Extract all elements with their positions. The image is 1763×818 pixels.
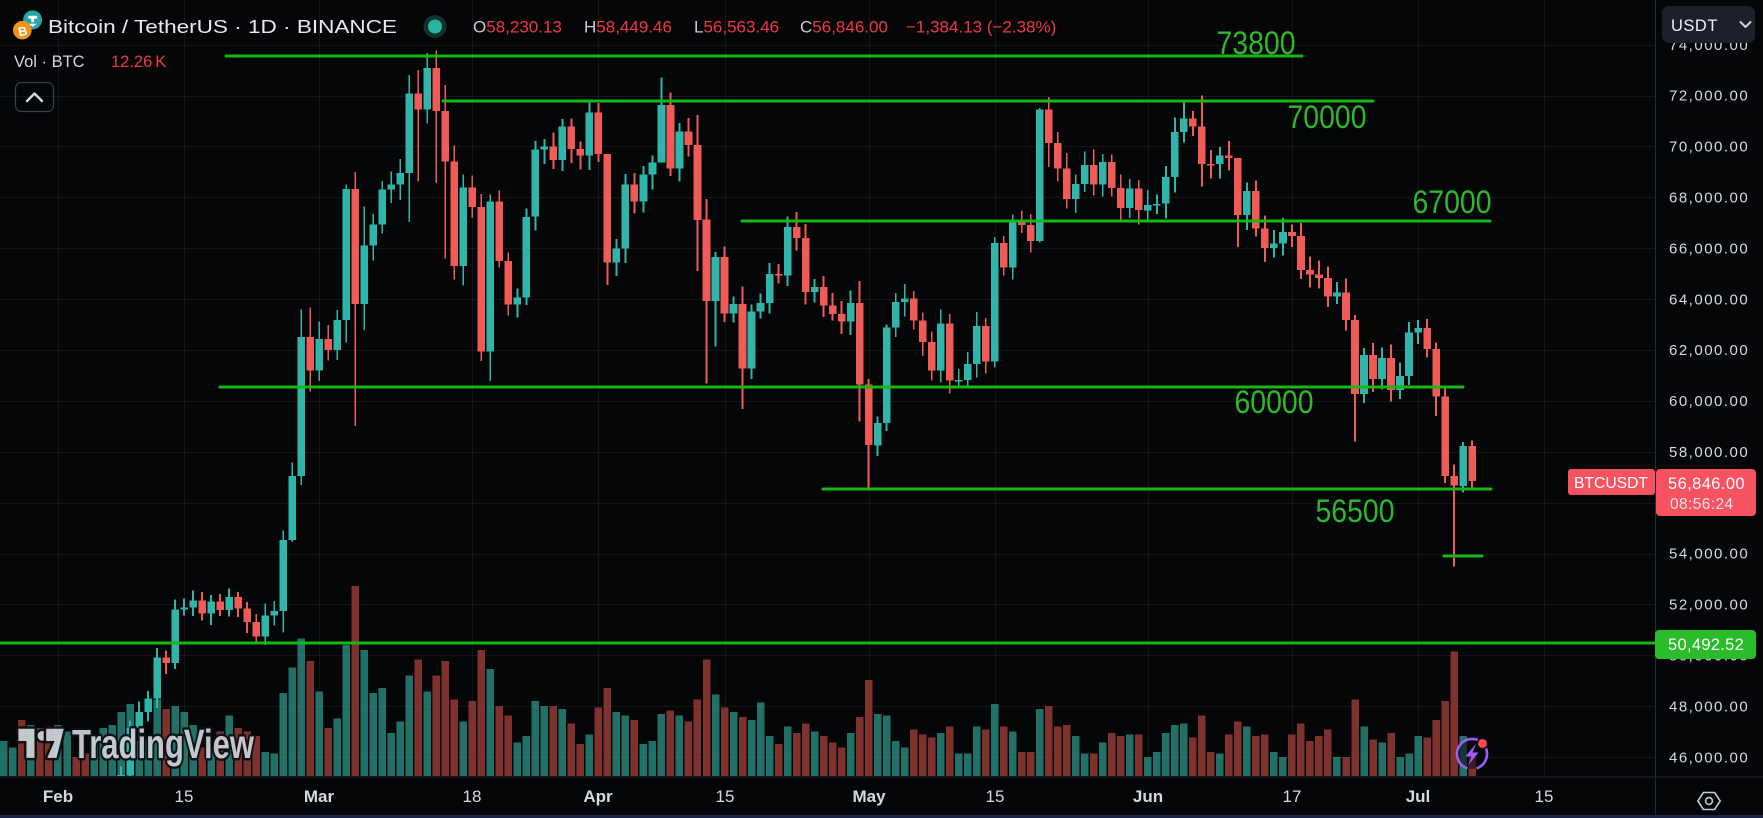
- svg-text:46,000.00: 46,000.00: [1669, 749, 1749, 766]
- svg-text:15: 15: [716, 787, 735, 806]
- svg-text:USDT: USDT: [1671, 17, 1718, 35]
- svg-text:56500: 56500: [1316, 493, 1395, 529]
- svg-text:48,000.00: 48,000.00: [1669, 698, 1749, 715]
- svg-text:70,000.00: 70,000.00: [1669, 139, 1749, 156]
- svg-text:Jun: Jun: [1133, 787, 1163, 806]
- svg-text:B: B: [17, 24, 29, 39]
- svg-text:Bitcoin / TetherUS · 1D · BINA: Bitcoin / TetherUS · 1D · BINANCE: [48, 16, 397, 37]
- svg-text:08:56:24: 08:56:24: [1670, 496, 1734, 513]
- svg-text:TradingView: TradingView: [72, 721, 254, 767]
- svg-text:Feb: Feb: [43, 787, 73, 806]
- svg-text:68,000.00: 68,000.00: [1669, 190, 1749, 207]
- svg-text:62,000.00: 62,000.00: [1669, 342, 1749, 359]
- svg-text:54,000.00: 54,000.00: [1669, 546, 1749, 563]
- svg-text:56,846.00: 56,846.00: [1668, 475, 1745, 493]
- svg-text:70000: 70000: [1288, 99, 1367, 135]
- svg-text:−1,384.13 (−2.38%): −1,384.13 (−2.38%): [906, 18, 1056, 37]
- svg-text:72,000.00: 72,000.00: [1669, 88, 1749, 105]
- svg-text:BTCUSDT: BTCUSDT: [1574, 475, 1648, 492]
- svg-text:17: 17: [1283, 787, 1302, 806]
- svg-text:52,000.00: 52,000.00: [1669, 597, 1749, 614]
- svg-text:H58,449.46: H58,449.46: [584, 18, 672, 37]
- svg-text:Vol · BTC: Vol · BTC: [14, 53, 85, 71]
- svg-text:50,492.52: 50,492.52: [1668, 636, 1744, 654]
- svg-text:60,000.00: 60,000.00: [1669, 393, 1749, 410]
- svg-text:C56,846.00: C56,846.00: [800, 18, 888, 37]
- svg-text:64,000.00: 64,000.00: [1669, 291, 1749, 308]
- svg-text:15: 15: [1535, 787, 1554, 806]
- svg-text:May: May: [852, 787, 886, 806]
- svg-text:67000: 67000: [1413, 184, 1492, 220]
- svg-text:73800: 73800: [1217, 25, 1296, 61]
- svg-text:15: 15: [986, 787, 1005, 806]
- svg-text:Jul: Jul: [1406, 787, 1431, 806]
- svg-text:Mar: Mar: [304, 787, 335, 806]
- svg-text:15: 15: [175, 787, 194, 806]
- svg-text:O58,230.13: O58,230.13: [473, 18, 562, 37]
- svg-text:58,000.00: 58,000.00: [1669, 444, 1749, 461]
- svg-text:12.26K: 12.26 K: [111, 53, 166, 71]
- svg-text:18: 18: [463, 787, 482, 806]
- svg-text:60000: 60000: [1235, 384, 1314, 420]
- svg-text:66,000.00: 66,000.00: [1669, 240, 1749, 257]
- svg-text:L56,563.46: L56,563.46: [694, 18, 779, 37]
- svg-text:Apr: Apr: [583, 787, 613, 806]
